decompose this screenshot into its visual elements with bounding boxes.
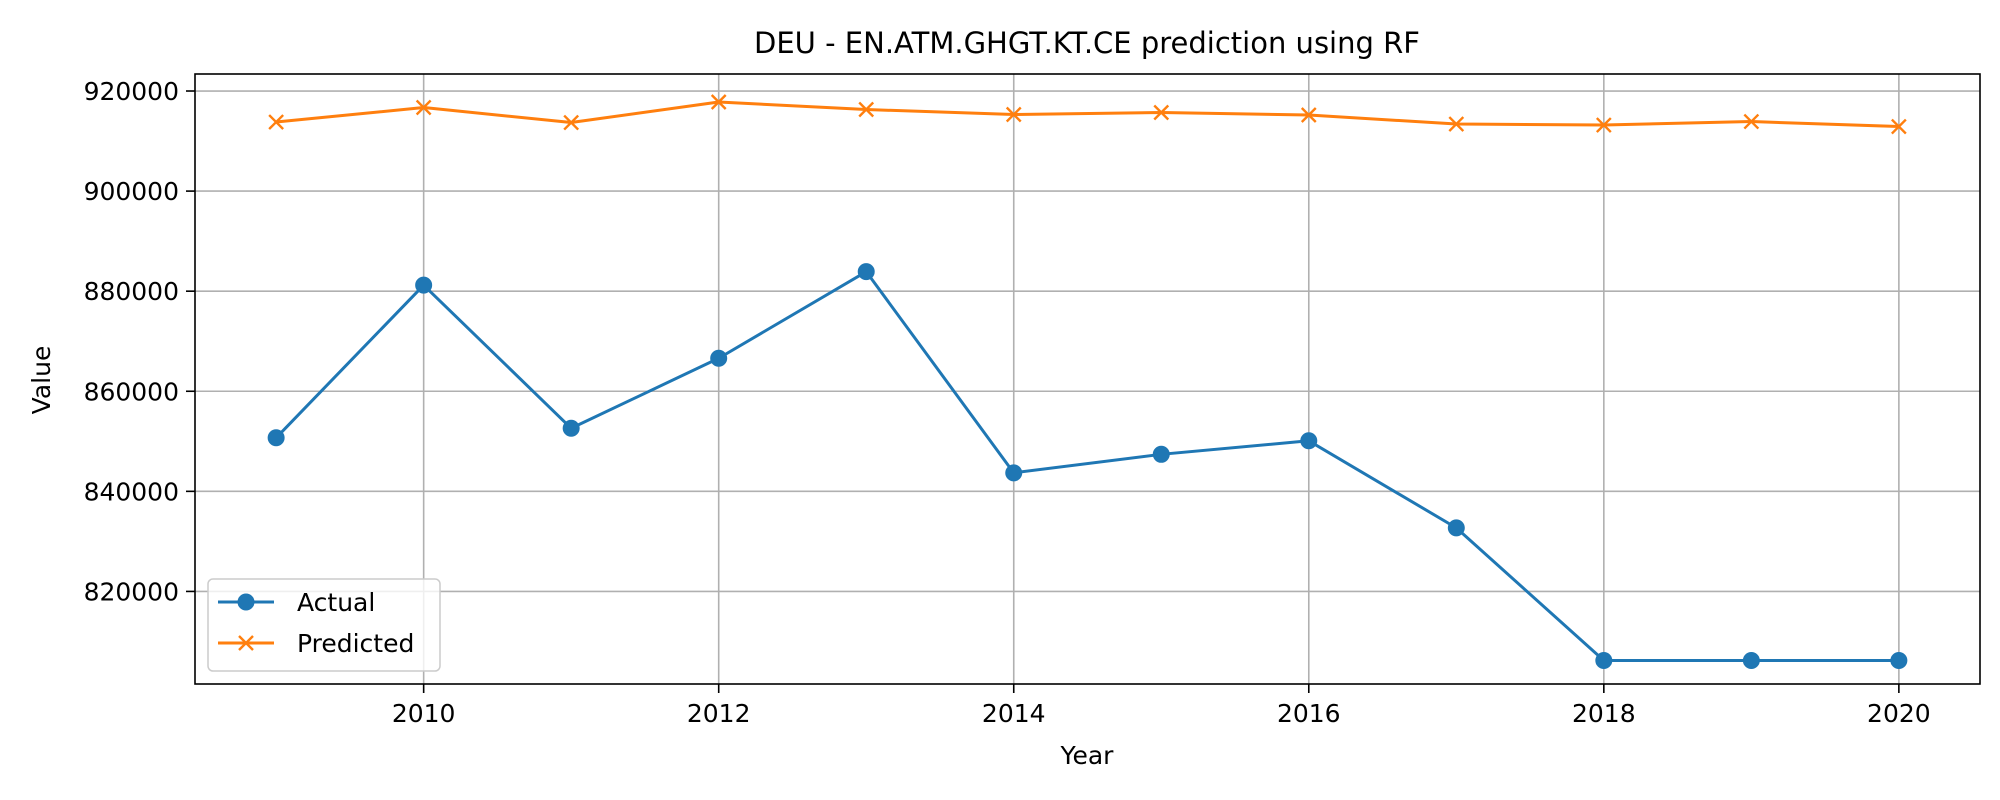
data-point-actual [1300,432,1318,450]
data-point-actual [1890,651,1908,669]
x-tick-label: 2010 [392,699,456,728]
legend-marker-glyph [237,593,255,611]
x-tick-label: 2020 [1867,699,1931,728]
series-line-predicted [275,100,1899,129]
data-point-predicted [1743,113,1760,130]
x-marker-stroke [415,99,432,116]
x-marker-stroke [268,114,284,130]
x-marker-stroke [1448,116,1465,132]
data-point-predicted [710,94,727,110]
legend-marker-predicted [238,635,254,651]
data-point-predicted [1153,104,1170,121]
data-point-actual [1742,651,1760,669]
data-point-predicted [1595,117,1612,133]
data-point-predicted [1300,107,1317,123]
legend-label-actual: Actual [297,588,375,617]
data-point-predicted [1448,116,1465,132]
chart-title: DEU - EN.ATM.GHGT.KT.CE prediction using… [754,26,1420,60]
x-axis-label: Year [1060,741,1115,770]
x-marker-stroke [1595,117,1612,133]
data-point-actual [1152,445,1170,463]
data-point-actual [1447,519,1465,537]
plot-frame [194,73,1981,685]
x-marker-stroke [238,635,254,651]
x-tick-label: 2012 [687,699,751,728]
grid [195,74,1980,684]
x-marker-stroke [1153,104,1170,121]
y-tick-label: 840000 [84,477,179,506]
x-marker-stroke [563,114,580,131]
x-tick-label: 2018 [1572,699,1636,728]
data-point-actual [1595,651,1613,669]
x-marker-stroke [710,94,727,110]
data-point-predicted [858,101,875,118]
y-tick-label: 880000 [84,277,179,306]
legend: Actual Predicted [207,578,441,672]
x-marker-stroke [1743,113,1760,130]
data-point-predicted [415,99,432,116]
x-tick-label: 2014 [982,699,1046,728]
series [267,94,1908,669]
y-tick-label: 900000 [84,177,179,206]
x-marker-stroke [858,101,875,118]
legend-label-predicted: Predicted [297,629,414,658]
series-line-actual [275,270,1899,662]
data-point-actual [267,429,285,447]
x-marker-stroke [1300,107,1317,123]
x-marker-stroke [1891,118,1907,135]
data-point-actual [415,276,433,294]
data-point-predicted [1891,118,1907,135]
y-tick-label: 860000 [84,377,179,406]
data-point-predicted [268,114,284,130]
data-point-predicted [563,114,580,131]
data-point-predicted [1005,106,1022,123]
data-point-actual [1005,464,1023,482]
x-tick-label: 2016 [1277,699,1341,728]
data-point-actual [857,263,875,281]
axis-ticks: 2010 2012 2014 2016 2018 2020 820000 840000 8600… [84,77,1931,728]
y-tick-label: 920000 [84,77,179,106]
data-point-actual [710,349,728,367]
legend-marker-actual [237,593,255,611]
data-point-actual [562,419,580,437]
y-tick-label: 820000 [84,577,179,606]
y-axis-label: Value [27,346,56,415]
legend-marker-glyph [238,635,254,651]
x-marker-stroke [1005,106,1022,123]
